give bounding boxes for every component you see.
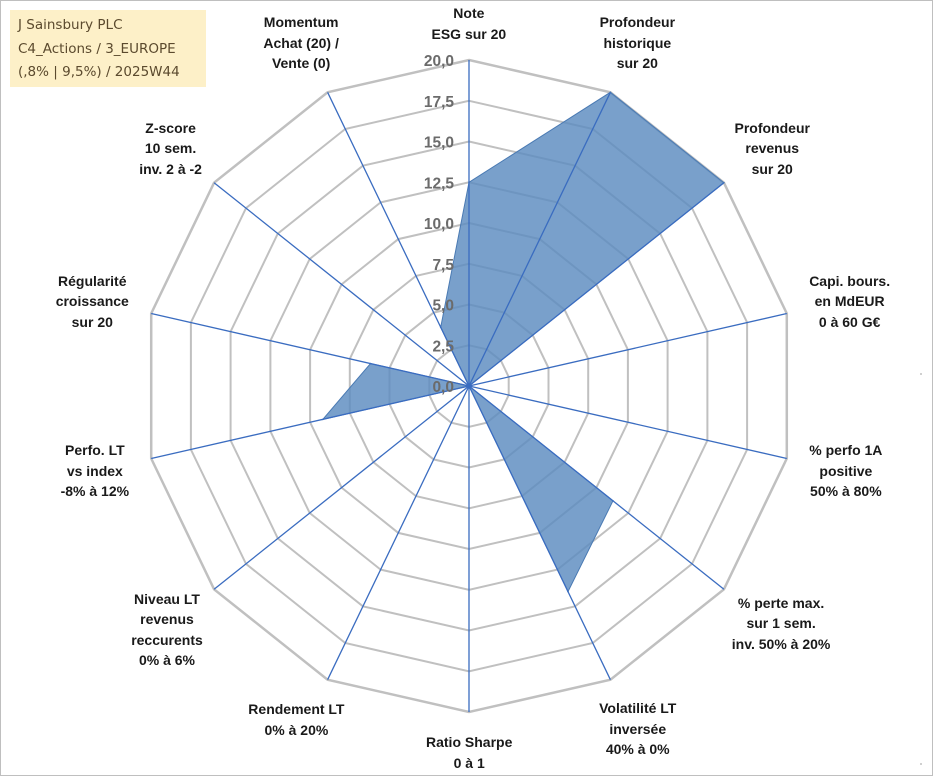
category-label-line: 10 sem.	[144, 140, 197, 157]
category-label-line: en MdEUR	[814, 293, 885, 309]
tick-label: 15,0	[424, 135, 454, 152]
category-label-line: Achat (20) /	[263, 34, 339, 51]
category-label: Capi. bours. en MdEUR 0 à 60 G€	[809, 271, 890, 333]
radar-spokes	[151, 60, 787, 712]
tick-label: 17,5	[424, 94, 455, 111]
category-label: Rendement LT 0% à 20%	[248, 699, 344, 740]
tick-label: 2,5	[432, 338, 454, 355]
axis-spoke	[468, 385, 725, 590]
category-label-line: revenus	[745, 140, 800, 157]
tick-label: 7,5	[432, 257, 454, 274]
category-label-line: Régularité	[58, 272, 127, 289]
category-label-line: sur 20	[616, 55, 658, 72]
axis-spoke	[468, 312, 787, 387]
axis-spoke	[327, 385, 470, 680]
category-label-line: sur 20	[751, 160, 793, 177]
category-label-line: Rendement LT	[248, 701, 345, 718]
category-label-line: Note	[453, 5, 485, 21]
category-label-line: Capi. bours.	[809, 272, 891, 289]
category-label-line: -8% à 12%	[60, 483, 130, 499]
category-label-line: croissance	[55, 293, 129, 309]
category-label-line: reccurents	[131, 631, 203, 648]
category-label-line: inv. 50% à 20%	[731, 635, 831, 652]
tick-label: 10,0	[424, 216, 454, 233]
category-label-line: 0% à 6%	[138, 652, 195, 669]
info-box: J Sainsbury PLC C4_Actions / 3_EUROPE (,…	[10, 10, 206, 87]
category-label-line: Niveau LT	[134, 590, 200, 607]
category-label-line: Momentum	[263, 14, 339, 31]
category-label-line: revenus	[140, 611, 194, 628]
category-label-line: 0 à 60 G€	[818, 313, 881, 330]
axis-spoke	[468, 92, 611, 387]
axis-spoke	[213, 385, 470, 590]
category-label-line: 0 à 1	[453, 754, 485, 771]
category-label-line: 0% à 20%	[264, 721, 329, 738]
edge-tick	[920, 763, 922, 765]
category-label-line: % perfo 1A	[809, 442, 883, 458]
category-label-line: Profondeur	[599, 14, 676, 31]
edge-tick	[920, 373, 922, 375]
category-label-line: inversée	[609, 720, 667, 737]
category-label-line: inv. 2 à -2	[139, 160, 202, 177]
category-label: Profondeur revenus sur 20	[735, 118, 810, 180]
category-label-line: sur 1 sem.	[746, 615, 816, 632]
category-label: Ratio Sharpe 0 à 1	[426, 732, 512, 773]
axis-spoke	[468, 385, 611, 680]
axis-spoke	[468, 385, 787, 460]
category-label-line: ESG sur 20	[431, 25, 507, 42]
category-label-line: 40% à 0%	[605, 741, 670, 758]
info-period: (,8% | 9,5%) / 2025W44	[18, 64, 180, 80]
tick-label: 5,0	[432, 298, 454, 315]
category-label-line: Perfo. LT	[65, 442, 125, 458]
category-label: Profondeur historique sur 20	[600, 12, 675, 74]
radial-axis-ticks: 0,0 2,5 5,0 7,5 10,0 12,5 15,0 17,5 20,0	[424, 53, 455, 396]
axis-spoke	[213, 182, 470, 387]
category-label-line: historique	[603, 34, 672, 51]
axis-spoke	[327, 92, 470, 387]
category-label: Z-score 10 sem. inv. 2 à -2	[139, 118, 202, 180]
category-label-line: % perte max.	[737, 594, 825, 611]
category-label-line: Vente (0)	[271, 55, 331, 72]
category-label-line: sur 20	[71, 313, 113, 330]
category-label: Momentum Achat (20) / Vente (0)	[263, 12, 338, 74]
category-label-line: positive	[819, 462, 873, 479]
category-label: Perfo. LT vs index -8% à 12%	[61, 440, 129, 502]
tick-label: 20,0	[424, 53, 454, 70]
info-company: J Sainsbury PLC	[18, 17, 123, 33]
category-label-line: 50% à 80%	[810, 483, 882, 499]
axis-spoke	[151, 312, 470, 387]
tick-label: 0,0	[432, 379, 454, 396]
category-label-line: Z-score	[145, 119, 196, 136]
axis-spoke	[468, 182, 725, 387]
category-label: Niveau LT revenus reccurents 0% à 6%	[131, 589, 203, 671]
category-label: % perte max. sur 1 sem. inv. 50% à 20%	[732, 593, 831, 655]
category-label: Volatilité LT inversée 40% à 0%	[599, 698, 676, 760]
category-label-line: Profondeur	[734, 119, 810, 136]
info-category: C4_Actions / 3_EUROPE	[18, 40, 176, 57]
category-label: % perfo 1A positive 50% à 80%	[809, 440, 882, 502]
category-label-line: vs index	[66, 462, 123, 479]
category-label-line: Ratio Sharpe	[426, 734, 513, 750]
category-label: Note ESG sur 20	[432, 3, 507, 44]
category-label: Régularité croissance sur 20	[56, 271, 129, 333]
axis-spoke	[151, 385, 470, 460]
tick-label: 12,5	[424, 175, 455, 192]
category-label-line: Volatilité LT	[599, 700, 677, 717]
